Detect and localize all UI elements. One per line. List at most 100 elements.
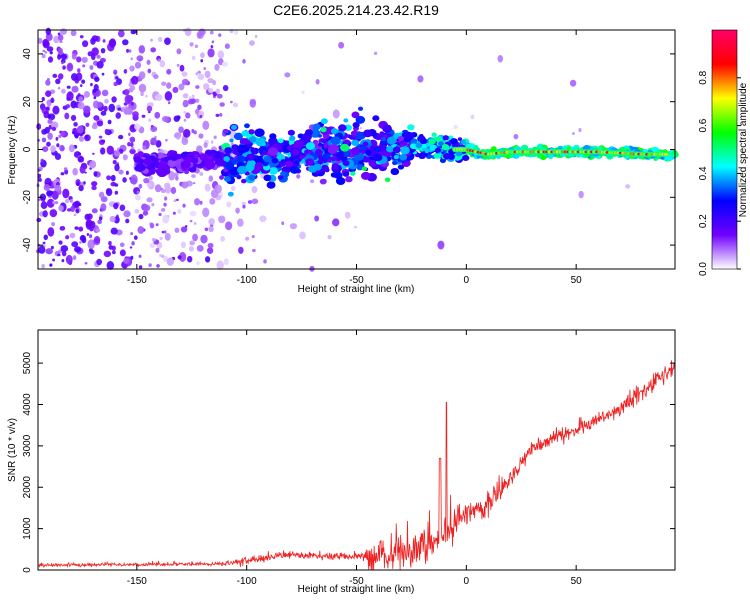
spectrogram-cell (289, 135, 296, 141)
spectrogram-cell (95, 76, 99, 81)
spectrogram-cell (91, 185, 97, 191)
spectrogram-cell (72, 167, 78, 176)
spectrogram-cell (157, 162, 167, 171)
spectrogram-cell (57, 34, 64, 41)
spectrogram-cell (157, 58, 161, 62)
spectrogram-cell (188, 166, 197, 173)
spectrogram-cell (104, 98, 109, 104)
spectrogram-cell (373, 153, 383, 162)
spectrogram-cell (54, 153, 62, 160)
spectrogram-cell (211, 40, 215, 44)
spectrogram-cell (393, 154, 400, 160)
spectrogram-cell (58, 205, 64, 212)
spectrogram-cell (181, 71, 188, 77)
spectrogram-y-label: Frequency (Hz) (7, 116, 18, 185)
spectrogram-cell (169, 153, 179, 161)
spectrogram-cell (457, 137, 463, 141)
spectrogram-cell (75, 208, 80, 214)
spectrogram-cell (181, 181, 189, 189)
spectrogram-cell (122, 177, 127, 183)
spectrogram-cell (100, 203, 107, 212)
spectrogram-cell (46, 141, 51, 147)
snr-y-label: SNR (10 * v/v) (7, 418, 18, 482)
spectrogram-cell (183, 118, 187, 122)
spectrogram-cell (129, 65, 135, 72)
spectrogram-cell (58, 240, 63, 245)
spectrogram-cell (207, 48, 215, 58)
spectrogram-cell (126, 100, 130, 103)
spectrogram-cell (129, 148, 136, 155)
spectrogram-cell (128, 49, 132, 53)
spectrogram-cell (223, 176, 231, 182)
spectrogram-cell (73, 213, 77, 217)
spectrogram-cell (42, 241, 46, 245)
spectrogram-cell (43, 234, 48, 241)
spectrogram-cell (50, 145, 56, 153)
spectrogram-cell (90, 82, 93, 87)
spectrogram-cell (236, 144, 248, 154)
spectrogram-cell (441, 143, 450, 151)
spectrogram-cell (237, 165, 247, 175)
spectrogram-cell (401, 141, 408, 147)
spectrogram-cell (215, 88, 221, 95)
spectrogram-cell (138, 254, 142, 258)
y-tick-label: -40 (22, 237, 33, 252)
spectrogram-cell (74, 226, 79, 230)
spectrogram-cell (51, 121, 59, 129)
x-tick-label: 0 (464, 275, 470, 286)
spectrogram-cell (141, 114, 146, 118)
spectrogram-cell (241, 130, 250, 137)
spectrogram-cell (42, 49, 46, 53)
spectrogram-cell (84, 262, 88, 265)
spectrogram-cell (259, 215, 267, 223)
spectrogram-cell (208, 218, 215, 225)
spectrogram-cell (174, 227, 180, 233)
spectrogram-cell (77, 101, 85, 110)
spectrogram-cell (180, 226, 188, 233)
spectrogram-cell (223, 258, 229, 266)
spectrogram-cell (244, 123, 250, 129)
spectrogram-cell (176, 63, 180, 67)
spectrogram-cell (177, 255, 182, 260)
spectrogram-cell (207, 155, 213, 160)
spectrogram-cell (51, 190, 59, 200)
spectrogram-cell (149, 242, 156, 249)
spectrogram-cell (87, 51, 93, 57)
spectrogram-cell (72, 255, 77, 260)
spectrogram-cell (182, 99, 189, 108)
spectrogram-cell (49, 51, 53, 55)
spectrogram-cell (317, 134, 323, 138)
spectrogram-cell (93, 84, 99, 91)
spectrogram-cell (131, 146, 135, 150)
spectrogram-cell (111, 250, 116, 255)
spectrogram-cell (314, 215, 320, 222)
spectrogram-cell (163, 230, 167, 234)
snr-frame (37, 329, 676, 571)
spectrogram-cell (312, 123, 321, 131)
spectrogram-cell (164, 196, 168, 201)
x-tick-label: -100 (237, 275, 257, 286)
spectrogram-cell (271, 157, 279, 164)
spectrogram-cell (113, 69, 118, 75)
spectrogram-cell (375, 135, 382, 141)
spectrogram-cell (130, 174, 138, 185)
spectrogram-cell (189, 210, 197, 217)
x-tick-label: -50 (349, 576, 364, 587)
spectrogram-cell (572, 146, 577, 151)
spectrogram-cell (57, 32, 61, 36)
spectrogram-cell (342, 160, 350, 166)
spectrogram-cell (111, 245, 116, 251)
spectrogram-cell (194, 198, 201, 206)
x-tick-label: 50 (571, 275, 583, 286)
spectrogram-cell (98, 216, 103, 221)
spectrogram-cell (194, 44, 198, 48)
spectrogram-cell (242, 59, 246, 64)
spectrogram-cell (91, 208, 98, 214)
spectrogram-cell (397, 164, 405, 170)
spectrogram-cell (350, 147, 361, 155)
spectrogram-cell (247, 200, 253, 204)
spectrogram-cell (382, 124, 392, 133)
spectrogram-cell (41, 137, 47, 143)
spectrogram-cell (143, 204, 151, 212)
spectrogram-cell (128, 132, 131, 137)
